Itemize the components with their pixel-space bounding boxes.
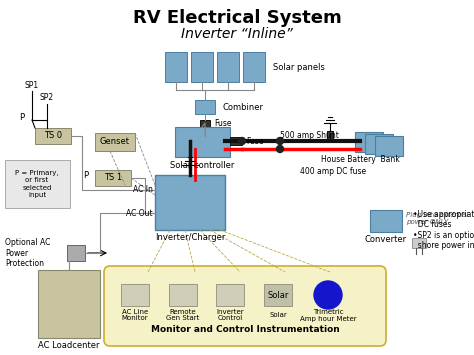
Text: P: P bbox=[19, 114, 25, 122]
Circle shape bbox=[276, 137, 283, 144]
Text: Solar: Solar bbox=[269, 312, 287, 318]
FancyBboxPatch shape bbox=[191, 52, 213, 82]
Text: House Battery  Bank: House Battery Bank bbox=[320, 155, 400, 164]
FancyBboxPatch shape bbox=[230, 137, 242, 145]
Text: TS 1: TS 1 bbox=[104, 174, 122, 182]
FancyBboxPatch shape bbox=[165, 52, 187, 82]
Text: Optional AC
Power
Protection: Optional AC Power Protection bbox=[5, 238, 50, 268]
FancyBboxPatch shape bbox=[38, 270, 100, 338]
Text: Plug into external
power ONLY: Plug into external power ONLY bbox=[406, 212, 468, 225]
FancyBboxPatch shape bbox=[217, 52, 239, 82]
Text: 400 amp DC fuse: 400 amp DC fuse bbox=[300, 168, 366, 176]
FancyBboxPatch shape bbox=[327, 131, 333, 139]
Text: Fuse: Fuse bbox=[246, 137, 264, 146]
Text: Inverter/Charger: Inverter/Charger bbox=[155, 234, 225, 242]
FancyBboxPatch shape bbox=[175, 127, 230, 157]
FancyBboxPatch shape bbox=[121, 284, 149, 306]
Text: AC Line
Monitor: AC Line Monitor bbox=[122, 308, 148, 322]
FancyBboxPatch shape bbox=[412, 238, 426, 248]
Text: Genset: Genset bbox=[100, 137, 130, 147]
Text: Inverter “Inline”: Inverter “Inline” bbox=[181, 27, 293, 41]
Text: SP2: SP2 bbox=[40, 93, 54, 103]
Text: Solar controller: Solar controller bbox=[170, 160, 234, 169]
Text: 500 amp Shunt: 500 amp Shunt bbox=[280, 131, 339, 140]
Text: P = Primary,
or first
selected
input: P = Primary, or first selected input bbox=[15, 170, 59, 197]
FancyBboxPatch shape bbox=[35, 128, 71, 144]
Text: AC Out: AC Out bbox=[127, 208, 153, 218]
Circle shape bbox=[238, 137, 246, 144]
FancyBboxPatch shape bbox=[200, 120, 210, 127]
Text: SP1: SP1 bbox=[25, 81, 39, 89]
FancyBboxPatch shape bbox=[104, 266, 386, 346]
FancyBboxPatch shape bbox=[243, 52, 265, 82]
Text: Combiner: Combiner bbox=[223, 103, 264, 111]
Text: P: P bbox=[83, 170, 89, 180]
Text: Trimetric
Amp hour Meter: Trimetric Amp hour Meter bbox=[300, 308, 356, 322]
FancyBboxPatch shape bbox=[95, 133, 135, 151]
Text: Remote
Gen Start: Remote Gen Start bbox=[166, 308, 200, 322]
Text: Converter: Converter bbox=[365, 235, 407, 245]
Text: RV Electrical System: RV Electrical System bbox=[133, 9, 341, 27]
Text: Solar: Solar bbox=[267, 290, 289, 300]
FancyBboxPatch shape bbox=[169, 284, 197, 306]
Text: Fuse: Fuse bbox=[214, 119, 231, 127]
Text: Solar panels: Solar panels bbox=[273, 62, 325, 71]
Text: AC Loadcenter: AC Loadcenter bbox=[38, 340, 100, 350]
Circle shape bbox=[314, 281, 342, 309]
FancyBboxPatch shape bbox=[216, 284, 244, 306]
FancyBboxPatch shape bbox=[155, 175, 225, 230]
Text: TS 0: TS 0 bbox=[44, 131, 62, 141]
FancyBboxPatch shape bbox=[95, 170, 131, 186]
FancyBboxPatch shape bbox=[375, 136, 403, 156]
FancyBboxPatch shape bbox=[370, 210, 402, 232]
FancyBboxPatch shape bbox=[5, 160, 70, 208]
Text: Inverter
Control: Inverter Control bbox=[216, 308, 244, 322]
Circle shape bbox=[276, 146, 283, 153]
Text: •Use appropriate size
  DC fuses
•SP2 is an optional 2ⁿᵈ
  shore power input lin: •Use appropriate size DC fuses •SP2 is a… bbox=[413, 210, 474, 250]
FancyBboxPatch shape bbox=[264, 284, 292, 306]
Text: AC In: AC In bbox=[133, 186, 153, 195]
FancyBboxPatch shape bbox=[195, 100, 215, 114]
FancyBboxPatch shape bbox=[355, 132, 383, 152]
Text: Monitor and Control Instrumentation: Monitor and Control Instrumentation bbox=[151, 326, 339, 334]
FancyBboxPatch shape bbox=[67, 245, 85, 261]
FancyBboxPatch shape bbox=[365, 134, 393, 154]
